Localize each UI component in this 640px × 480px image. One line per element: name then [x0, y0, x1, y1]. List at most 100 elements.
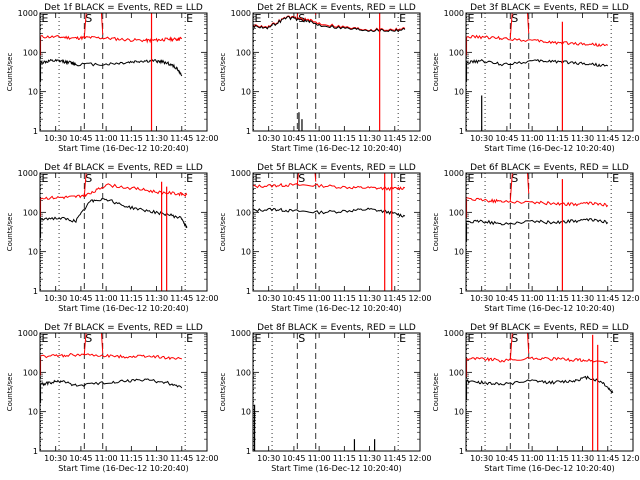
- x-tick-label: 11:45: [170, 454, 193, 463]
- time-marker-label: S: [85, 332, 92, 345]
- time-marker-label: E: [399, 172, 406, 185]
- time-marker-label: E: [42, 332, 49, 345]
- events-series-line: [40, 198, 188, 229]
- y-tick-label: 1000: [231, 329, 251, 338]
- events-series-line: [466, 218, 609, 226]
- y-tick-label: 10: [454, 408, 464, 417]
- y-tick-label: 1000: [231, 9, 251, 18]
- panel-det-7f: Det 7f BLACK = Events, RED = LLD Counts/s…: [6, 323, 219, 473]
- y-tick-label: 1: [33, 447, 38, 456]
- time-marker-label: E: [186, 12, 193, 25]
- panel-det-2f: Det 2f BLACK = Events, RED = LLD Counts/s…: [219, 3, 432, 153]
- x-tick-label: 10:45: [495, 454, 518, 463]
- y-tick-label: 100: [236, 368, 251, 377]
- lld-series-line: [253, 15, 406, 32]
- x-tick-label: 11:30: [358, 454, 381, 463]
- x-tick-label: 11:30: [571, 294, 594, 303]
- x-tick-label: 11:30: [571, 134, 594, 143]
- time-marker-label: E: [399, 332, 406, 345]
- plot-area: [40, 333, 183, 403]
- x-axis-label: Start Time (16-Dec-12 10:20:40): [271, 464, 402, 473]
- time-marker-label: S: [85, 172, 92, 185]
- plot-frame: [252, 172, 421, 292]
- y-tick-label: 1: [459, 127, 464, 136]
- x-tick-label: 11:15: [120, 134, 143, 143]
- time-marker-label: E: [186, 172, 193, 185]
- panel-det-3f: Det 3f BLACK = Events, RED = LLD Counts/s…: [432, 3, 640, 153]
- lld-series-line: [466, 197, 609, 208]
- time-marker-label: S: [85, 12, 92, 25]
- x-axis-label: Start Time (16-Dec-12 10:20:40): [484, 144, 615, 153]
- y-tick-label: 10: [28, 408, 38, 417]
- x-tick-label: 11:45: [383, 294, 406, 303]
- x-tick-label: 11:45: [383, 134, 406, 143]
- y-axis-label: Counts/sec: [432, 53, 440, 92]
- y-tick-label: 100: [23, 208, 38, 217]
- x-tick-label: 11:00: [308, 134, 331, 143]
- y-tick-label: 100: [23, 368, 38, 377]
- time-marker-label: E: [255, 332, 262, 345]
- lld-series-line: [466, 34, 609, 47]
- y-tick-label: 100: [23, 48, 38, 57]
- plot-frame: [39, 332, 208, 452]
- x-axis-label: Start Time (16-Dec-12 10:20:40): [271, 304, 402, 313]
- x-axis-label: Start Time (16-Dec-12 10:20:40): [58, 464, 189, 473]
- plot-area: [466, 13, 609, 131]
- y-tick-label: 100: [236, 48, 251, 57]
- x-tick-label: 11:00: [521, 294, 544, 303]
- y-tick-label: 10: [454, 88, 464, 97]
- x-tick-label: 10:30: [257, 294, 280, 303]
- y-tick-label: 1: [459, 447, 464, 456]
- panel-det-9f: Det 9f BLACK = Events, RED = LLD Counts/s…: [432, 323, 640, 473]
- panel-title: Det 5f BLACK = Events, RED = LLD: [257, 163, 416, 173]
- x-tick-label: 11:30: [358, 134, 381, 143]
- x-tick-label: 10:45: [495, 134, 518, 143]
- x-axis-label: Start Time (16-Dec-12 10:20:40): [484, 464, 615, 473]
- y-axis-label: Counts/sec: [432, 213, 440, 252]
- panel-title: Det 9f BLACK = Events, RED = LLD: [470, 323, 629, 333]
- time-marker-label: S: [298, 172, 305, 185]
- time-marker-label: E: [42, 12, 49, 25]
- x-tick-label: 11:45: [170, 134, 193, 143]
- time-marker-label: E: [399, 12, 406, 25]
- x-tick-label: 10:30: [257, 454, 280, 463]
- panel-det-6f: Det 6f BLACK = Events, RED = LLD Counts/s…: [432, 163, 640, 313]
- y-tick-label: 1: [459, 287, 464, 296]
- x-tick-label: 10:30: [44, 294, 67, 303]
- x-tick-label: 12:00: [195, 134, 218, 143]
- x-tick-label: 11:45: [596, 454, 619, 463]
- x-tick-label: 11:45: [170, 294, 193, 303]
- panel-title: Det 4f BLACK = Events, RED = LLD: [44, 163, 203, 173]
- x-tick-label: 10:30: [470, 454, 493, 463]
- time-marker-label: E: [612, 12, 619, 25]
- lld-series-line: [40, 183, 188, 200]
- x-axis-label: Start Time (16-Dec-12 10:20:40): [271, 144, 402, 153]
- x-tick-label: 10:45: [69, 134, 92, 143]
- x-tick-label: 10:30: [257, 134, 280, 143]
- time-marker-label: E: [42, 172, 49, 185]
- x-tick-label: 11:00: [95, 134, 118, 143]
- y-tick-label: 100: [449, 48, 464, 57]
- x-tick-label: 11:30: [358, 294, 381, 303]
- x-tick-label: 11:15: [333, 294, 356, 303]
- time-marker-label: E: [255, 172, 262, 185]
- x-tick-label: 10:45: [282, 294, 305, 303]
- y-tick-label: 10: [28, 88, 38, 97]
- events-series-line: [40, 378, 183, 389]
- y-tick-label: 1000: [18, 9, 38, 18]
- plot-frame: [465, 332, 634, 452]
- time-marker-label: E: [186, 332, 193, 345]
- x-tick-label: 11:15: [333, 134, 356, 143]
- time-marker-label: S: [511, 332, 518, 345]
- events-series-line: [253, 15, 406, 33]
- x-tick-label: 12:00: [195, 454, 218, 463]
- time-marker-label: E: [468, 332, 475, 345]
- panel-det-1f: Det 1f BLACK = Events, RED = LLD Counts/s…: [6, 3, 219, 153]
- y-axis-label: Counts/sec: [6, 53, 14, 92]
- plot-area: [253, 404, 376, 451]
- x-tick-label: 11:15: [546, 134, 569, 143]
- panel-title: Det 3f BLACK = Events, RED = LLD: [470, 3, 629, 13]
- x-tick-label: 11:00: [308, 294, 331, 303]
- x-axis-label: Start Time (16-Dec-12 10:20:40): [58, 304, 189, 313]
